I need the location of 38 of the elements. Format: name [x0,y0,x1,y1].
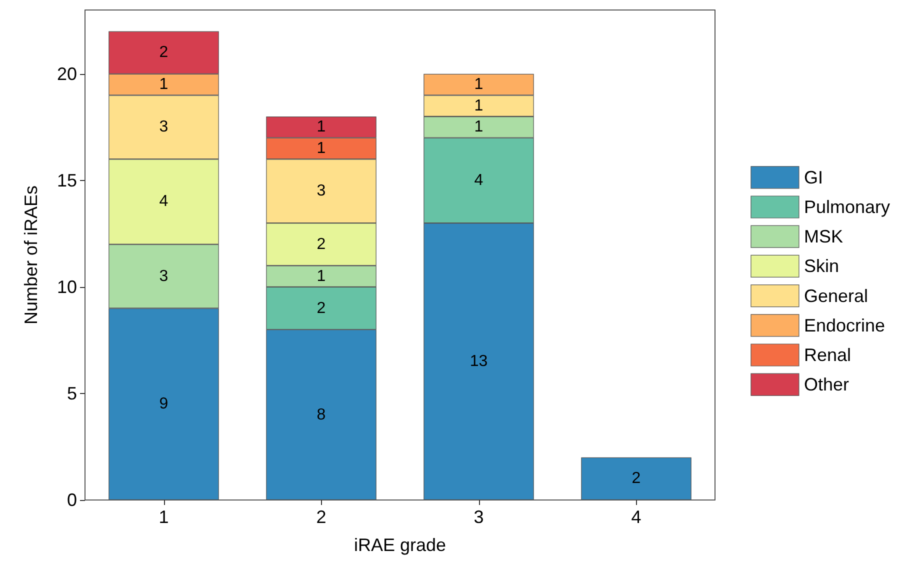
x-tick-label: 2 [316,507,326,527]
data-label: 4 [474,172,484,189]
data-label: 3 [159,118,168,136]
data-label: 1 [316,118,326,136]
y-tick-label: 0 [66,490,77,510]
data-label: 4 [159,193,168,210]
x-tick-label: 1 [158,507,169,527]
data-label: 13 [470,353,488,370]
data-label: 3 [159,268,168,285]
data-label: 1 [474,118,484,136]
x-axis-title: iRAE grade [354,535,446,555]
data-label: 2 [159,44,168,62]
legend-label: GI [804,167,823,188]
x-tick-label: 4 [631,507,642,527]
data-label: 1 [159,76,168,94]
data-label: 1 [474,76,484,94]
legend-label: Pulmonary [804,197,890,217]
data-label: 2 [316,300,326,317]
legend-label: Endocrine [804,315,886,336]
data-label: 9 [159,396,168,413]
data-label: 3 [316,182,326,200]
data-label: 2 [632,470,641,488]
legend-label: MSK [804,226,843,247]
data-label: 2 [316,236,326,253]
data-label: 1 [316,140,326,157]
y-tick-label: 5 [66,383,77,404]
x-tick-label: 3 [474,507,484,527]
legend-label: Renal [804,345,851,365]
legend-label: Skin [804,256,839,276]
y-axis-title: Number of iRAEs [21,185,41,325]
legend-label: Other [804,374,849,395]
y-tick-label: 10 [56,276,77,297]
y-tick-label: 20 [56,64,77,84]
data-label: 1 [474,97,484,114]
data-label: 1 [316,268,326,285]
legend-label: General [804,286,868,306]
y-tick-label: 15 [56,170,77,190]
data-label: 8 [316,406,326,424]
